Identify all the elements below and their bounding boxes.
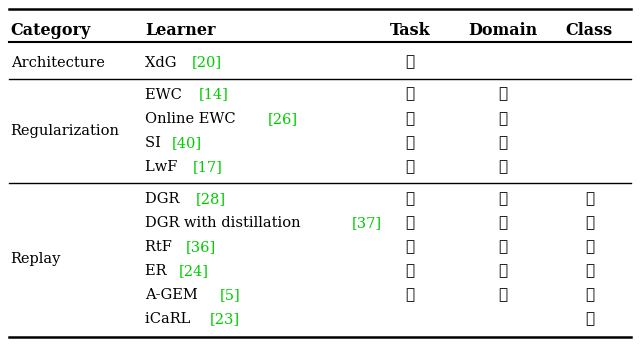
Text: LwF: LwF (145, 160, 182, 174)
Text: [5]: [5] (220, 288, 240, 302)
Text: ✓: ✓ (498, 288, 507, 302)
Text: ✓: ✓ (585, 216, 594, 230)
Text: ✓: ✓ (498, 112, 507, 126)
Text: EWC: EWC (145, 88, 187, 102)
Text: A-GEM: A-GEM (145, 288, 203, 302)
Text: ✓: ✓ (498, 160, 507, 174)
Text: [23]: [23] (210, 312, 240, 326)
Text: RtF: RtF (145, 240, 177, 254)
Text: Domain: Domain (468, 22, 537, 39)
Text: DGR with distillation: DGR with distillation (145, 216, 306, 230)
Text: [40]: [40] (172, 136, 202, 150)
Text: Online EWC: Online EWC (145, 112, 241, 126)
Text: [17]: [17] (193, 160, 223, 174)
Text: iCaRL: iCaRL (145, 312, 195, 326)
Text: ✓: ✓ (585, 192, 594, 206)
Text: Architecture: Architecture (11, 56, 104, 70)
Text: ✓: ✓ (405, 160, 414, 174)
Text: ✓: ✓ (585, 240, 594, 254)
Text: Replay: Replay (11, 252, 61, 266)
Text: ✓: ✓ (405, 192, 414, 206)
Text: SI: SI (145, 136, 166, 150)
Text: ✓: ✓ (498, 88, 507, 102)
Text: [37]: [37] (352, 216, 382, 230)
Text: [14]: [14] (199, 88, 228, 102)
Text: [24]: [24] (179, 264, 209, 278)
Text: ✓: ✓ (405, 88, 414, 102)
Text: Regularization: Regularization (11, 124, 120, 138)
Text: XdG: XdG (145, 56, 182, 70)
Text: Category: Category (11, 22, 91, 39)
Text: Task: Task (390, 22, 430, 39)
Text: ✓: ✓ (405, 136, 414, 150)
Text: ✓: ✓ (585, 288, 594, 302)
Text: ✓: ✓ (405, 216, 414, 230)
Text: ✓: ✓ (405, 56, 414, 70)
Text: DGR: DGR (145, 192, 184, 206)
Text: ✓: ✓ (405, 264, 414, 278)
Text: ✓: ✓ (498, 216, 507, 230)
Text: ✓: ✓ (498, 264, 507, 278)
Text: ✓: ✓ (405, 288, 414, 302)
Text: [36]: [36] (186, 240, 216, 254)
Text: ✓: ✓ (585, 312, 594, 326)
Text: ✓: ✓ (405, 240, 414, 254)
Text: ✓: ✓ (498, 136, 507, 150)
Text: [28]: [28] (196, 192, 226, 206)
Text: ✓: ✓ (498, 240, 507, 254)
Text: [26]: [26] (268, 112, 298, 126)
Text: ✓: ✓ (585, 264, 594, 278)
Text: ER: ER (145, 264, 172, 278)
Text: ✓: ✓ (498, 192, 507, 206)
Text: Class: Class (566, 22, 613, 39)
Text: [20]: [20] (192, 56, 222, 70)
Text: Learner: Learner (145, 22, 216, 39)
Text: ✓: ✓ (405, 112, 414, 126)
